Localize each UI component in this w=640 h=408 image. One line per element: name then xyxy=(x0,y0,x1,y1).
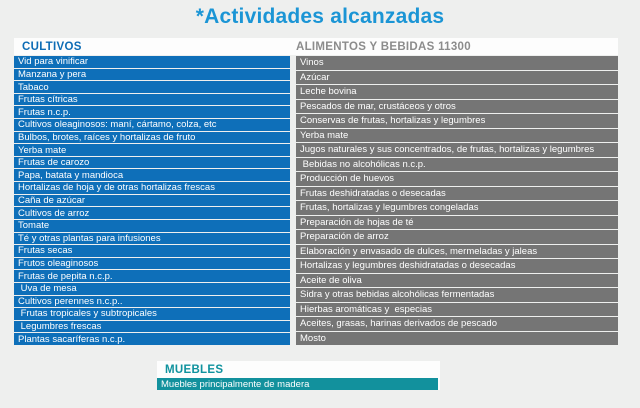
alimentos-row: Leche bovina xyxy=(296,85,618,99)
cultivos-row: Frutas n.c.p. xyxy=(14,106,290,119)
cultivos-row: Cultivos perennes n.c.p.. xyxy=(14,295,290,308)
page-title: *Actividades alcanzadas xyxy=(195,5,445,28)
alimentos-row: Mosto xyxy=(296,331,618,345)
cultivos-row: Manzana y pera xyxy=(14,68,290,81)
alimentos-row: Preparación de arroz xyxy=(296,230,618,244)
cultivos-row: Hortalizas de hoja y de otras hortalizas… xyxy=(14,182,290,194)
cultivos-row: Té y otras plantas para infusiones xyxy=(14,232,290,245)
cultivos-row: Uva de mesa xyxy=(14,282,290,295)
cultivos-row: Cultivos de arroz xyxy=(14,207,290,219)
activities-table: CULTIVOS ALIMENTOS Y BEBIDAS 11300 Vid p… xyxy=(14,38,618,346)
muebles-list: Muebles principalmente de madera xyxy=(157,378,440,390)
cultivos-row: Frutas tropicales y subtropicales xyxy=(14,308,290,320)
cultivos-row: Vid para vinificar xyxy=(14,56,290,68)
alimentos-row: Hierbas aromáticas y especias xyxy=(296,302,618,316)
alimentos-row: Yerba mate xyxy=(296,128,618,142)
cultivos-row: Frutas cítricas xyxy=(14,93,290,106)
cultivos-row: Frutas secas xyxy=(14,245,290,257)
cultivos-row: Tomate xyxy=(14,219,290,232)
cultivos-row: Frutas de carozo xyxy=(14,156,290,169)
alimentos-row: Conservas de frutas, hortalizas y legumb… xyxy=(296,114,618,128)
cultivos-row: Caña de azúcar xyxy=(14,194,290,207)
alimentos-row: Aceite de oliva xyxy=(296,273,618,287)
cultivos-row: Cultivos oleaginosos: maní, cártamo, col… xyxy=(14,119,290,131)
alimentos-row: Hortalizas y legumbres deshidratadas o d… xyxy=(296,259,618,273)
muebles-header: MUEBLES xyxy=(165,364,224,376)
alimentos-row: Pescados de mar, crustáceos y otros xyxy=(296,99,618,113)
alimentos-row: Frutas deshidratadas o desecadas xyxy=(296,186,618,200)
cultivos-row: Bulbos, brotes, raíces y hortalizas de f… xyxy=(14,131,290,144)
alimentos-row: Sidra y otras bebidas alcohólicas fermen… xyxy=(296,288,618,302)
alimentos-row: Azúcar xyxy=(296,70,618,84)
table-header-band: CULTIVOS ALIMENTOS Y BEBIDAS 11300 xyxy=(14,38,618,55)
muebles-section: MUEBLES Muebles principalmente de madera xyxy=(157,361,440,390)
alimentos-column: Vinos Azúcar Leche bovina Pescados de mar, … xyxy=(296,56,618,345)
cultivos-row: Tabaco xyxy=(14,81,290,93)
alimentos-row: Elaboración y envasado de dulces, mermel… xyxy=(296,244,618,258)
cultivos-row: Papa, batata y mandioca xyxy=(14,169,290,182)
cultivos-column: Vid para vinificar Manzana y pera Tabaco Fr… xyxy=(14,56,290,346)
table-columns: Vid para vinificar Manzana y pera Tabaco Fr… xyxy=(14,56,618,346)
alimentos-row: Aceites, grasas, harinas derivados de pe… xyxy=(296,317,618,331)
cultivos-row: Frutas de pepita n.c.p. xyxy=(14,270,290,282)
cultivos-row: Plantas sacaríferas n.c.p. xyxy=(14,333,290,346)
cultivos-row: Yerba mate xyxy=(14,144,290,156)
alimentos-column-header: ALIMENTOS Y BEBIDAS 11300 xyxy=(296,40,471,53)
alimentos-row: Producción de huevos xyxy=(296,172,618,186)
muebles-row: Muebles principalmente de madera xyxy=(157,378,438,390)
alimentos-row: Bebidas no alcohólicas n.c.p. xyxy=(296,157,618,171)
alimentos-row: Jugos naturales y sus concentrados, de f… xyxy=(296,143,618,157)
cultivos-row: Frutos oleaginosos xyxy=(14,257,290,270)
alimentos-row: Vinos xyxy=(296,56,618,70)
alimentos-row: Preparación de hojas de té xyxy=(296,215,618,229)
cultivos-row: Legumbres frescas xyxy=(14,320,290,333)
cultivos-column-header: CULTIVOS xyxy=(22,40,82,53)
alimentos-row: Frutas, hortalizas y legumbres congelada… xyxy=(296,201,618,215)
